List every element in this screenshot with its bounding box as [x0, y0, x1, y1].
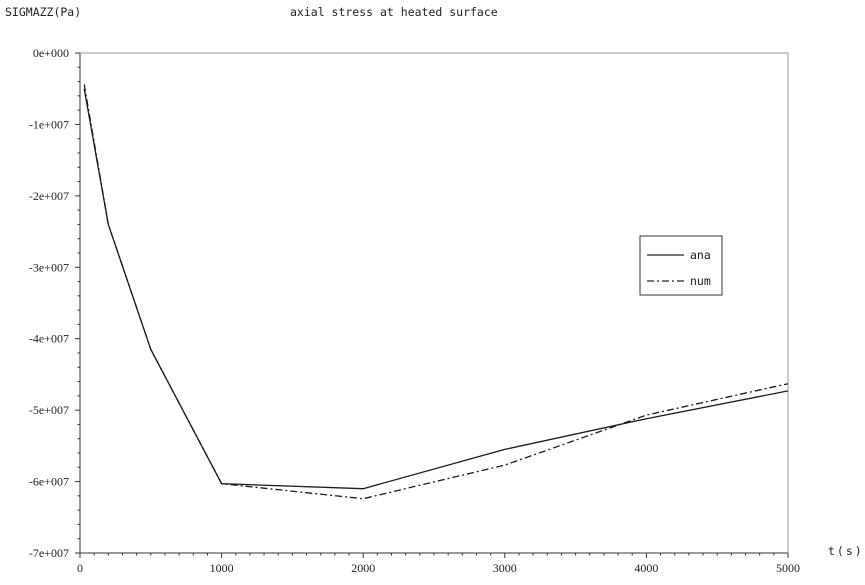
chart-title: axial stress at heated surface	[290, 5, 498, 19]
y-tick-label: -6e+007	[29, 475, 69, 489]
y-tick-label: -7e+007	[29, 546, 69, 560]
x-tick-label: 5000	[776, 561, 800, 575]
series-line-ana	[83, 88, 789, 490]
x-tick-label: 4000	[634, 561, 658, 575]
y-tick-label: -2e+007	[29, 189, 69, 203]
series-layer	[83, 84, 789, 500]
plot-frame	[79, 52, 789, 554]
series-line-num	[83, 84, 789, 500]
axis-ticks: 0 1000 2000 3000 4000 5000 0e+000 -1e+007 -2e+00…	[29, 46, 800, 575]
y-tick-label: -3e+007	[29, 260, 69, 274]
x-axis-label: t(s)	[828, 544, 864, 558]
y-tick-label: -1e+007	[29, 117, 69, 131]
y-axis-label: SIGMAZZ(Pa)	[5, 5, 81, 19]
y-tick-label: -5e+007	[29, 403, 69, 417]
x-tick-label: 0	[77, 561, 83, 575]
x-tick-label: 1000	[210, 561, 234, 575]
legend-box	[639, 235, 723, 296]
legend-label-num: num	[690, 274, 711, 288]
x-tick-label: 2000	[351, 561, 375, 575]
y-tick-label: 0e+000	[33, 46, 69, 60]
legend: ana num	[639, 235, 723, 296]
x-tick-label: 3000	[493, 561, 517, 575]
legend-label-ana: ana	[690, 248, 711, 262]
y-tick-label: -4e+007	[29, 332, 69, 346]
